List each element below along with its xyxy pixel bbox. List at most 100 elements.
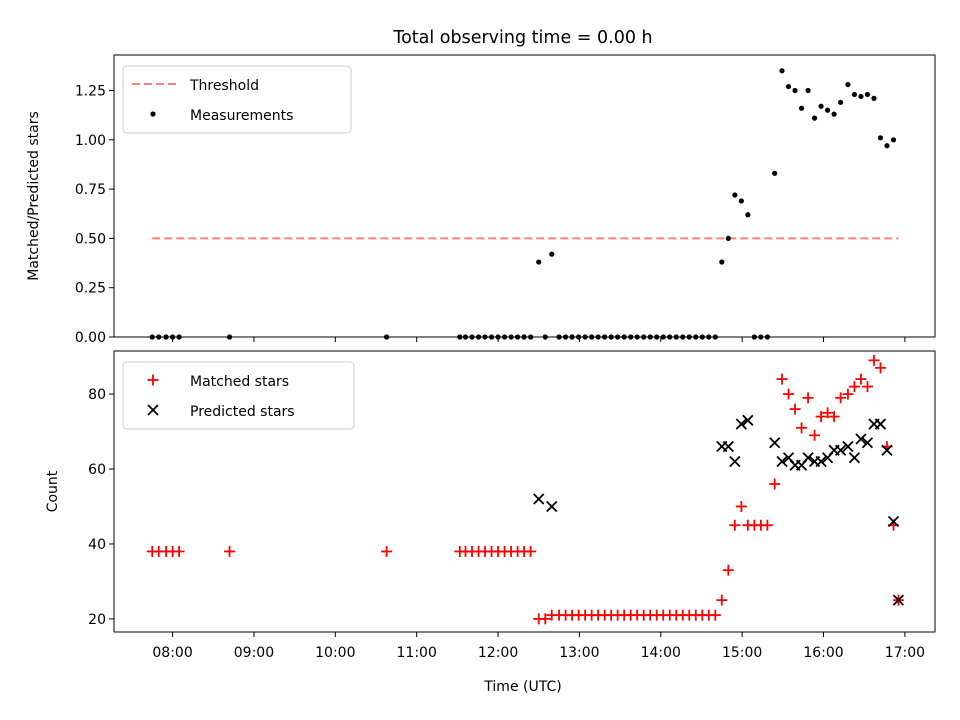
measurement-point <box>495 334 501 340</box>
predicted-star-point-b <box>742 414 754 426</box>
measurement-point <box>582 334 588 340</box>
measurement-point <box>595 334 601 340</box>
y-tick-label: 0.75 <box>75 182 106 198</box>
measurement-point <box>482 334 488 340</box>
y-tick-label: 0.00 <box>75 330 106 346</box>
measurement-point <box>712 334 718 340</box>
measurement-point <box>475 334 482 340</box>
measurement-point <box>764 334 770 340</box>
measurement-point <box>798 105 805 111</box>
matched-star-point <box>783 388 795 400</box>
measurement-point <box>176 334 182 340</box>
matched-star-point <box>802 392 814 404</box>
measurement-point <box>556 334 562 340</box>
measurement-point <box>542 334 548 340</box>
predicted-star-point-b <box>546 500 558 513</box>
predicted-star-point-b <box>782 452 795 464</box>
measurement-point <box>785 83 792 90</box>
predicted-star-point <box>887 515 900 528</box>
predicted-star-point-b <box>842 440 854 453</box>
measurement-point <box>521 334 527 340</box>
measurement-point <box>654 334 660 340</box>
measurement-point <box>667 334 673 340</box>
measurement-point <box>745 212 751 218</box>
matched-star-point <box>835 392 847 404</box>
matched-star-point <box>822 407 834 419</box>
matched-star-point <box>861 381 873 393</box>
measurement-point <box>779 68 785 74</box>
predicted-star-point <box>735 418 747 430</box>
measurement-point <box>686 334 692 340</box>
y-tick-label: 1.25 <box>75 83 106 99</box>
predicted-star-point-b <box>722 440 734 453</box>
matched-star-point <box>729 519 741 531</box>
measurement-point <box>169 334 176 340</box>
predicted-star-point-b <box>776 455 788 468</box>
measurement-point <box>488 334 495 340</box>
measurement-point <box>562 334 569 340</box>
legend-predicted-label: Predicted stars <box>190 404 295 420</box>
measurement-point <box>751 334 757 340</box>
measurement-point <box>845 81 851 88</box>
matched-star-point <box>789 403 801 415</box>
measurement-point <box>602 334 608 340</box>
y-axis-label: Count <box>45 470 61 512</box>
measurement-point <box>660 334 666 340</box>
matched-star-point <box>539 613 551 625</box>
legend-threshold-label: Threshold <box>189 78 259 94</box>
measurement-point <box>838 99 844 105</box>
matched-star-point <box>769 478 781 490</box>
measurement-point <box>383 334 390 340</box>
matched-star-point <box>848 381 860 393</box>
predicted-star-point <box>546 500 558 513</box>
measurement-point <box>615 334 621 340</box>
matched-star-point <box>224 545 236 557</box>
matched-star-point <box>796 422 808 434</box>
measurement-point <box>514 334 521 340</box>
measurement-point <box>811 115 818 121</box>
matched-star-point <box>381 545 393 557</box>
predicted-star-point-b <box>887 515 900 528</box>
predicted-star-point <box>861 437 874 449</box>
measurement-point <box>163 334 169 340</box>
matched-star-point <box>525 545 537 557</box>
predicted-star-point-b <box>735 418 747 430</box>
predicted-star-point <box>769 437 781 449</box>
measurement-point <box>792 87 798 94</box>
measurement-point <box>469 334 475 340</box>
matched-star-point <box>776 373 788 385</box>
measurement-point <box>634 334 640 340</box>
predicted-star-point-b <box>834 444 847 456</box>
legend-matched-swatch <box>147 374 159 386</box>
predicted-star-point <box>742 414 754 426</box>
measurement-point <box>673 334 679 340</box>
measurement-point <box>877 135 884 141</box>
measurement-point <box>569 334 575 340</box>
predicted-star-point-b <box>861 437 874 449</box>
matched-star-point <box>815 411 827 423</box>
predicted-star-point <box>722 440 734 453</box>
predicted-star-point-b <box>892 594 905 606</box>
predicted-star-point-b <box>815 455 827 468</box>
chart-title: Total observing time = 0.00 h <box>392 28 652 48</box>
measurement-point <box>871 95 877 101</box>
measurement-point <box>805 87 811 94</box>
predicted-star-point-b <box>802 452 814 464</box>
predicted-star-point-b <box>874 418 887 430</box>
predicted-star-point <box>855 433 867 445</box>
legend-box <box>122 361 355 430</box>
legend-measurements-label: Measurements <box>190 108 293 124</box>
matched-star-point <box>842 388 854 400</box>
predicted-star-point <box>834 444 847 456</box>
x-tick-label: 10:00 <box>315 645 355 661</box>
predicted-star-point-b <box>729 455 741 468</box>
x-tick-label: 15:00 <box>722 645 762 661</box>
predicted-star-point <box>881 444 893 456</box>
measurement-point <box>528 334 534 340</box>
plot-frame <box>113 350 936 633</box>
measurement-point <box>608 334 614 340</box>
measurement-point <box>864 91 871 98</box>
matched-star-point <box>761 519 773 531</box>
ratio-panel: 0.00 0.25 0.50 0.75 1.00 1.25 Matched/Predicte… <box>26 54 936 346</box>
